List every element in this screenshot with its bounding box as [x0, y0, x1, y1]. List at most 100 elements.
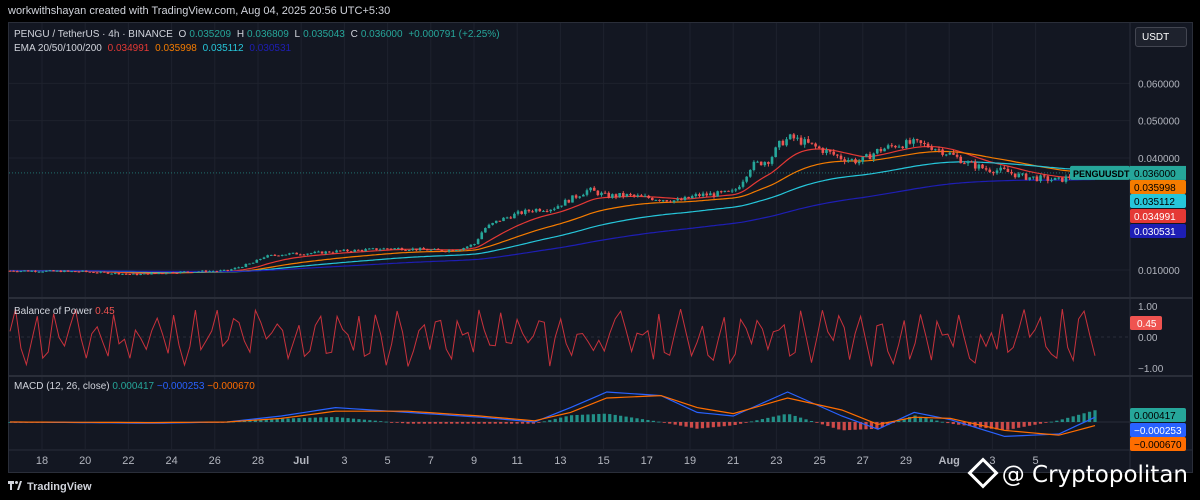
- macd-histogram-bar: [755, 420, 759, 422]
- candle-body: [745, 176, 748, 182]
- candle-body: [596, 190, 600, 196]
- candle-body: [603, 192, 607, 194]
- tradingview-logo-icon: [8, 481, 22, 490]
- macd-histogram-bar: [270, 419, 274, 422]
- ema20-tag: 0.034991: [1130, 209, 1186, 223]
- candle-body: [719, 191, 723, 193]
- tradingview-logo[interactable]: TradingView: [8, 481, 92, 493]
- macd-histogram-bar: [684, 422, 688, 427]
- candle-body: [353, 249, 357, 252]
- hist-value-tag-text: −0.000670: [1134, 440, 1182, 451]
- macd-histogram-bar: [395, 422, 399, 423]
- candle-body: [382, 248, 386, 250]
- candle-body: [59, 270, 63, 273]
- time-tick-label: 22: [122, 455, 134, 467]
- macd-histogram-bar: [580, 414, 585, 422]
- chart-area[interactable]: [8, 22, 1193, 473]
- candle-body: [963, 163, 966, 165]
- macd-histogram-bar: [564, 416, 568, 422]
- candle-body: [182, 271, 186, 273]
- candle-body: [269, 254, 273, 256]
- macd-histogram-bar: [668, 422, 672, 424]
- candle-body: [549, 209, 552, 212]
- candle-body: [611, 194, 614, 198]
- candle-body: [556, 206, 560, 209]
- time-tick-label: 25: [813, 455, 825, 467]
- time-tick-label: 5: [1033, 455, 1039, 467]
- candle-body: [66, 270, 70, 272]
- candle-body: [723, 190, 727, 192]
- candle-body: [291, 252, 295, 254]
- candle-body: [509, 217, 513, 219]
- macd-histogram-bar: [777, 415, 781, 422]
- time-tick-label: 3: [341, 455, 347, 467]
- macd-histogram-bar: [455, 422, 459, 424]
- candle-body: [607, 192, 611, 198]
- candle-body: [168, 272, 171, 274]
- macd-histogram-bar: [319, 417, 323, 422]
- candles: [8, 132, 1097, 276]
- macd-histogram-bar: [253, 420, 257, 422]
- macd-histogram-bar: [739, 422, 743, 424]
- candle-body: [777, 140, 781, 148]
- ema-label[interactable]: EMA 20/50/100/200: [14, 43, 102, 54]
- time-tick-label: 19: [684, 455, 696, 467]
- candle-body: [680, 198, 683, 201]
- last-price-text: 0.036000: [1134, 169, 1176, 180]
- ema20-line: [10, 145, 1096, 275]
- candle-body: [1017, 173, 1021, 178]
- macd-histogram-bar: [967, 422, 972, 427]
- ema50-line: [10, 150, 1095, 274]
- macd-histogram-bar: [646, 419, 650, 422]
- candle-body: [1006, 168, 1010, 173]
- candle-body: [498, 220, 502, 222]
- candle-body: [560, 205, 563, 207]
- candle-body: [12, 270, 15, 272]
- macd-histogram-bar: [1000, 422, 1004, 431]
- time-tick-label: 23: [770, 455, 782, 467]
- macd-histogram-bar: [537, 422, 541, 423]
- macd-histogram-bar: [368, 420, 372, 422]
- h-label: H: [236, 29, 245, 40]
- macd-histogram-bar: [1044, 422, 1048, 423]
- macd-histogram-bar: [869, 422, 874, 430]
- candle-body: [161, 273, 164, 275]
- macd-panel: [8, 391, 1130, 438]
- bop-tick-label: −1.00: [1138, 364, 1164, 375]
- attribution-bar: workwithshayan created with TradingView.…: [0, 0, 1200, 22]
- macd-histogram-bar: [913, 415, 917, 422]
- candle-body: [273, 254, 277, 256]
- ema200-tag-bg: [1130, 224, 1186, 238]
- macd-histogram-bar: [275, 418, 279, 422]
- candle-body: [952, 152, 955, 155]
- macd-histogram-bar: [918, 416, 923, 422]
- candle-body: [328, 251, 331, 253]
- symbol-label[interactable]: PENGU / TetherUS · 4h · BINANCE: [14, 29, 173, 40]
- candle-body: [690, 196, 694, 199]
- candle-body: [313, 251, 317, 254]
- candle-body: [411, 248, 415, 251]
- macd-histogram-bar: [613, 414, 617, 422]
- candle-body: [843, 159, 846, 162]
- candle-body: [371, 248, 375, 250]
- candle-body: [193, 271, 197, 273]
- candle-body: [106, 272, 110, 274]
- cryptopolitan-watermark: @ Cryptopolitan: [967, 457, 1188, 489]
- time-tick-label: Jul: [293, 455, 309, 467]
- candle-body: [785, 139, 788, 146]
- bop-legend[interactable]: Balance of Power 0.45: [14, 306, 115, 317]
- candle-body: [687, 196, 690, 199]
- macd-histogram-bar: [935, 420, 939, 422]
- macd-histogram-bar: [493, 422, 497, 424]
- candle-body: [23, 270, 26, 272]
- candle-body: [846, 160, 850, 162]
- currency-button[interactable]: USDT: [1135, 27, 1187, 47]
- macd-legend[interactable]: MACD (12, 26, close) 0.000417 −0.000253 …: [14, 381, 255, 392]
- candle-body: [37, 271, 41, 273]
- macd-histogram-bar: [629, 417, 634, 422]
- candle-body: [299, 254, 302, 256]
- candle-body: [175, 272, 179, 274]
- candle-body: [883, 148, 886, 152]
- macd-histogram-bar: [624, 416, 628, 422]
